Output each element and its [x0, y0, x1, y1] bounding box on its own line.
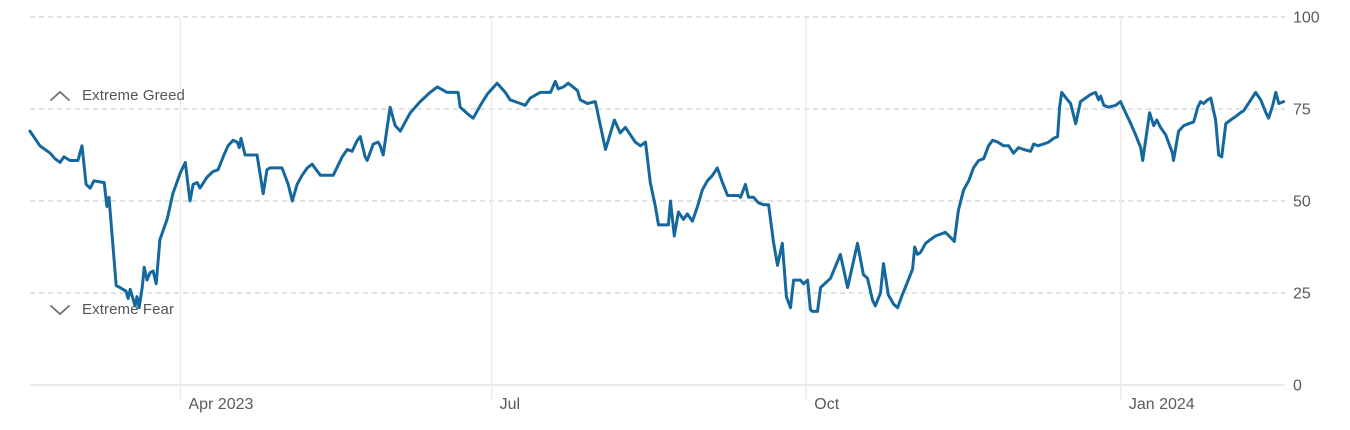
extreme-fear-text: Extreme Fear: [82, 301, 175, 318]
x-tick-label: Oct: [814, 396, 839, 413]
chevron-up-icon: [49, 90, 71, 101]
extreme-greed-text: Extreme Greed: [82, 87, 186, 104]
extreme-fear-threshold-label: Extreme Fear: [49, 301, 174, 318]
y-tick-label: 75: [1293, 102, 1311, 119]
y-tick-label: 25: [1293, 286, 1311, 303]
extreme-greed-threshold-label: Extreme Greed: [49, 87, 185, 104]
y-tick-label: 50: [1293, 194, 1311, 211]
chevron-down-icon: [49, 304, 71, 315]
x-tick-label: Jul: [500, 396, 520, 413]
x-tick-label: Apr 2023: [188, 396, 253, 413]
y-tick-label: 0: [1293, 378, 1302, 395]
index-line-series: [28, 79, 1286, 313]
x-tick-label: Jan 2024: [1129, 396, 1195, 413]
y-tick-label: 100: [1293, 10, 1320, 27]
